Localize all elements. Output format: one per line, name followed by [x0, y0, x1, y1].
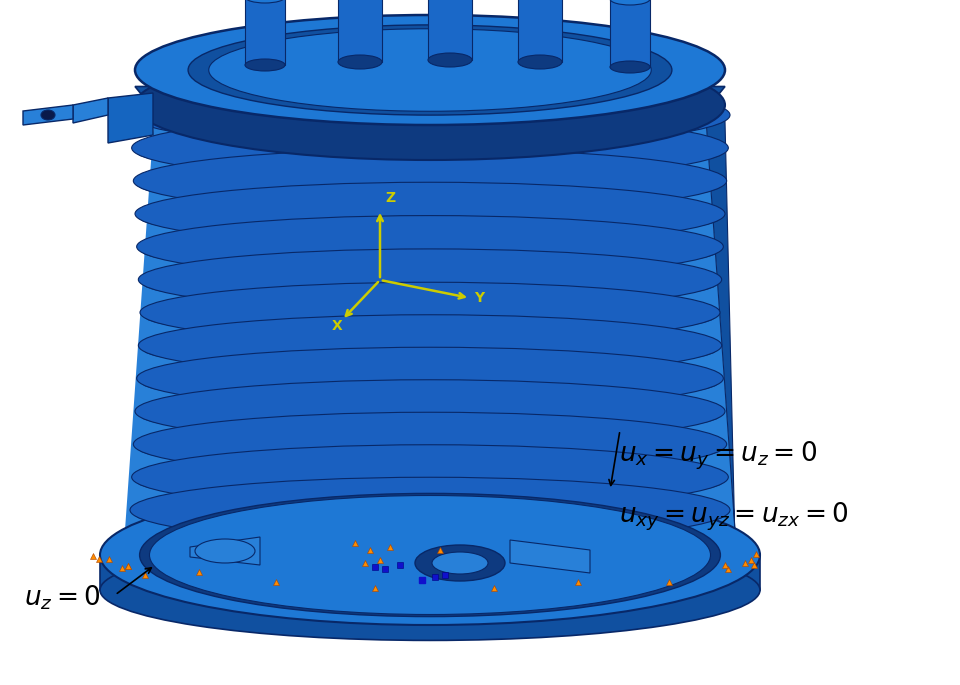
Ellipse shape [41, 110, 55, 120]
Text: $u_z =0$: $u_z =0$ [24, 583, 101, 612]
Ellipse shape [138, 249, 722, 310]
Polygon shape [245, 0, 285, 65]
Polygon shape [108, 93, 153, 143]
Ellipse shape [139, 493, 720, 616]
Ellipse shape [138, 314, 722, 376]
Ellipse shape [432, 552, 488, 574]
Polygon shape [190, 537, 260, 565]
Text: Z: Z [385, 191, 396, 205]
Ellipse shape [100, 540, 760, 640]
Ellipse shape [138, 426, 722, 471]
Ellipse shape [610, 0, 650, 5]
Text: Y: Y [474, 291, 484, 305]
Ellipse shape [142, 229, 718, 273]
Text: $u_{xy}= u_{yz} = u_{zx} =0$: $u_{xy}= u_{yz} = u_{zx} =0$ [619, 501, 849, 534]
Ellipse shape [142, 360, 718, 404]
Ellipse shape [135, 15, 725, 125]
Ellipse shape [135, 50, 725, 160]
Ellipse shape [132, 116, 729, 180]
Ellipse shape [135, 182, 725, 245]
Ellipse shape [138, 162, 722, 207]
Ellipse shape [188, 25, 672, 115]
Ellipse shape [145, 295, 715, 338]
Ellipse shape [245, 0, 285, 3]
Ellipse shape [136, 347, 723, 410]
Polygon shape [518, 0, 562, 62]
Polygon shape [23, 105, 73, 125]
Ellipse shape [136, 216, 723, 277]
Polygon shape [428, 0, 472, 60]
Polygon shape [125, 105, 735, 530]
Ellipse shape [415, 545, 505, 581]
Ellipse shape [140, 196, 720, 240]
Ellipse shape [150, 495, 710, 614]
Ellipse shape [136, 129, 723, 175]
Ellipse shape [610, 61, 650, 73]
Ellipse shape [143, 328, 717, 371]
Ellipse shape [132, 445, 729, 510]
Ellipse shape [245, 59, 285, 71]
Polygon shape [100, 555, 760, 590]
Ellipse shape [130, 477, 730, 543]
Polygon shape [510, 540, 590, 573]
Ellipse shape [143, 262, 717, 305]
Polygon shape [338, 0, 382, 62]
Polygon shape [705, 105, 735, 544]
Ellipse shape [140, 282, 720, 342]
Ellipse shape [133, 149, 727, 213]
Ellipse shape [135, 379, 725, 443]
Polygon shape [73, 98, 108, 123]
Ellipse shape [136, 458, 723, 503]
Ellipse shape [208, 29, 651, 111]
Ellipse shape [135, 491, 725, 537]
Polygon shape [610, 0, 650, 67]
Ellipse shape [338, 55, 382, 69]
Ellipse shape [100, 485, 760, 625]
Ellipse shape [140, 393, 720, 437]
Ellipse shape [195, 539, 255, 563]
Polygon shape [135, 86, 725, 105]
Text: $u_x= u_y = u_z =0$: $u_x= u_y = u_z =0$ [619, 439, 817, 472]
Ellipse shape [130, 82, 730, 148]
Text: X: X [332, 319, 343, 333]
Ellipse shape [428, 53, 472, 67]
Ellipse shape [135, 96, 725, 142]
Ellipse shape [133, 412, 727, 476]
Ellipse shape [518, 55, 562, 69]
